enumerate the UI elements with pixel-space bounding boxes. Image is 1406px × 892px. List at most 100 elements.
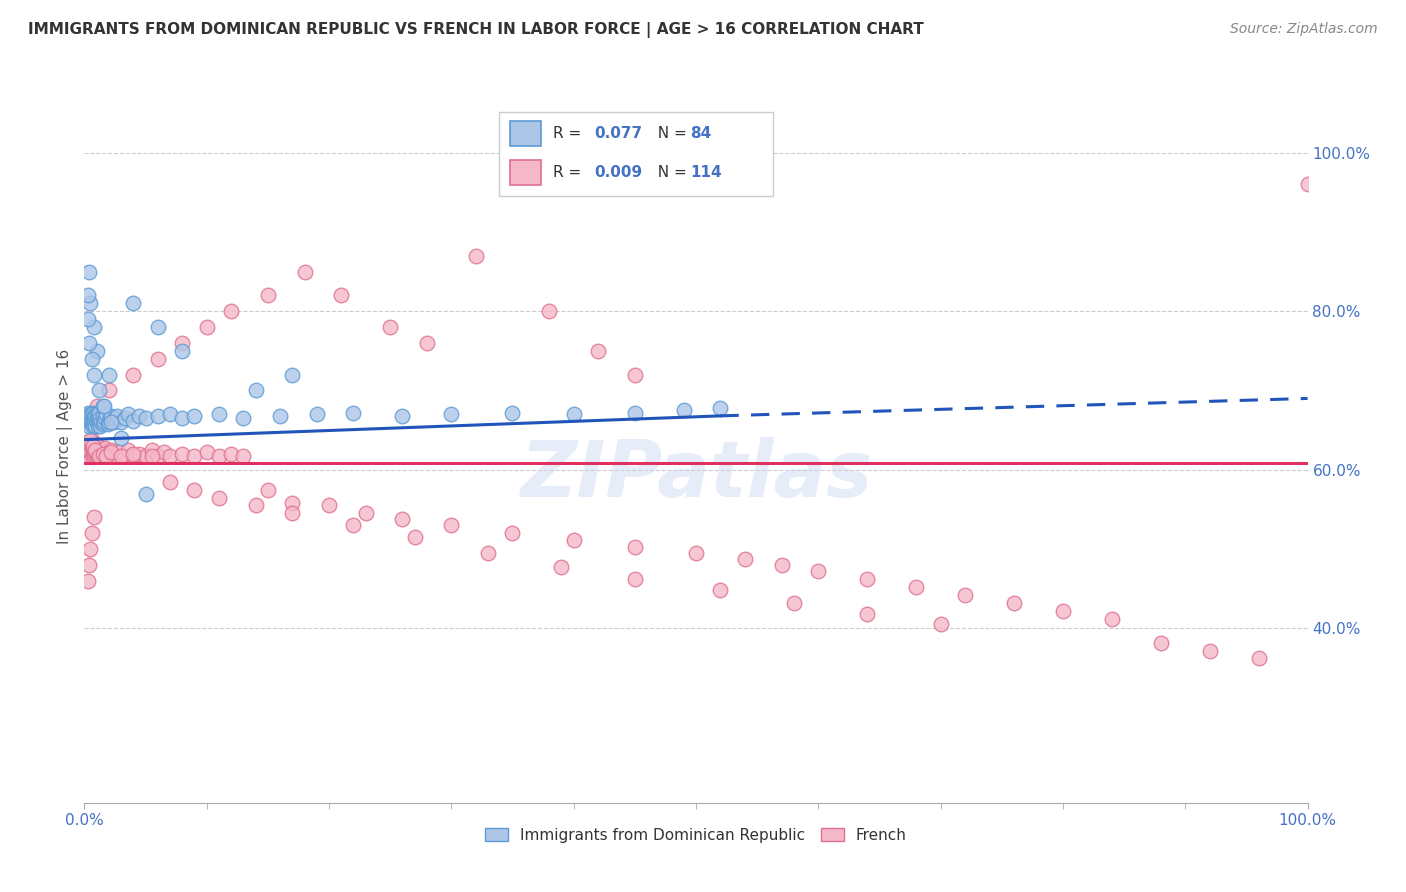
- Point: [122, 449, 145, 463]
- Point: [93, 400, 115, 414]
- Point: [208, 491, 231, 505]
- Point: [82, 407, 104, 421]
- Point: [83, 320, 105, 334]
- Point: [1002, 596, 1025, 610]
- Point: [672, 403, 695, 417]
- Point: [146, 449, 169, 463]
- Point: [110, 415, 132, 429]
- Point: [82, 419, 104, 434]
- Point: [586, 343, 609, 358]
- Point: [86, 411, 108, 425]
- Point: [79, 411, 101, 425]
- Text: IMMIGRANTS FROM DOMINICAN REPUBLIC VS FRENCH IN LABOR FORCE | AGE > 16 CORRELATI: IMMIGRANTS FROM DOMINICAN REPUBLIC VS FR…: [28, 22, 924, 38]
- Point: [76, 415, 98, 429]
- Point: [502, 406, 524, 420]
- Point: [96, 407, 118, 421]
- Point: [1101, 612, 1123, 626]
- Point: [97, 368, 120, 382]
- Point: [342, 518, 364, 533]
- Point: [82, 411, 104, 425]
- Point: [83, 409, 105, 423]
- Point: [135, 449, 157, 463]
- Point: [89, 449, 111, 463]
- Point: [929, 617, 952, 632]
- Point: [80, 351, 103, 366]
- Text: N =: N =: [648, 165, 692, 179]
- Point: [76, 439, 98, 453]
- Point: [91, 447, 114, 461]
- Point: [84, 437, 107, 451]
- Point: [905, 580, 928, 594]
- Point: [79, 433, 101, 447]
- Point: [77, 449, 100, 463]
- Point: [77, 419, 100, 434]
- Point: [79, 407, 101, 421]
- Point: [114, 411, 136, 425]
- Point: [77, 335, 100, 350]
- Point: [330, 288, 353, 302]
- Point: [79, 445, 101, 459]
- Point: [100, 445, 122, 459]
- Point: [1247, 651, 1270, 665]
- Point: [80, 441, 103, 455]
- Point: [112, 449, 135, 463]
- Point: [709, 583, 731, 598]
- Point: [105, 409, 128, 423]
- Point: [172, 343, 194, 358]
- Point: [281, 507, 304, 521]
- Point: [269, 409, 291, 423]
- Point: [84, 409, 107, 423]
- Text: R =: R =: [553, 127, 586, 141]
- Point: [77, 288, 100, 302]
- Point: [404, 530, 426, 544]
- Point: [856, 607, 879, 621]
- Point: [80, 433, 103, 447]
- Point: [128, 409, 150, 423]
- Point: [110, 431, 132, 445]
- Point: [440, 407, 463, 421]
- Point: [87, 406, 110, 420]
- Point: [94, 441, 117, 455]
- Point: [77, 411, 100, 425]
- Point: [87, 419, 110, 434]
- Point: [856, 572, 879, 586]
- Point: [122, 447, 145, 461]
- Point: [94, 411, 117, 425]
- Point: [562, 407, 585, 421]
- Point: [159, 407, 181, 421]
- Point: [97, 384, 120, 398]
- Point: [807, 564, 830, 578]
- Point: [624, 368, 647, 382]
- Point: [83, 368, 105, 382]
- Point: [83, 441, 105, 455]
- Point: [97, 417, 120, 431]
- Point: [84, 419, 107, 434]
- Point: [219, 304, 242, 318]
- Point: [380, 320, 402, 334]
- Point: [257, 288, 280, 302]
- Point: [770, 558, 793, 572]
- Point: [159, 475, 181, 489]
- Point: [391, 409, 413, 423]
- Point: [685, 546, 707, 560]
- Point: [172, 447, 194, 461]
- Point: [100, 409, 122, 423]
- Point: [172, 335, 194, 350]
- Point: [538, 304, 561, 318]
- Point: [79, 415, 101, 429]
- Point: [93, 415, 115, 429]
- Point: [79, 296, 101, 310]
- Point: [77, 409, 100, 423]
- Point: [89, 411, 111, 425]
- Point: [86, 343, 108, 358]
- Point: [135, 486, 157, 500]
- Text: 84: 84: [690, 127, 711, 141]
- Point: [183, 409, 205, 423]
- Point: [153, 445, 176, 459]
- Point: [107, 445, 129, 459]
- Point: [550, 559, 572, 574]
- Point: [562, 533, 585, 547]
- Point: [783, 596, 806, 610]
- Point: [98, 411, 121, 425]
- Point: [281, 496, 304, 510]
